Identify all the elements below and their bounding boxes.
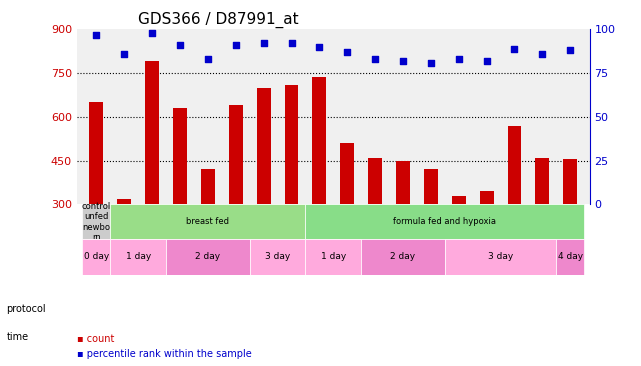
Bar (508, 126, 521, 292)
Bar (452, 196, 466, 292)
Bar (424, 169, 438, 292)
Point (119, 51, 129, 57)
Bar (250, 239, 306, 274)
Text: 0 day: 0 day (84, 253, 109, 261)
Text: time: time (6, 332, 29, 342)
Bar (535, 158, 549, 292)
Point (342, 49, 353, 55)
Point (314, 44, 324, 50)
Point (203, 56, 213, 62)
Text: 2 day: 2 day (390, 253, 415, 261)
Bar (396, 161, 410, 292)
Text: 3 day: 3 day (265, 253, 290, 261)
Text: 1 day: 1 day (320, 253, 346, 261)
Point (147, 30, 157, 36)
Bar (563, 159, 577, 292)
Bar (479, 191, 494, 292)
Bar (83, 205, 110, 239)
Bar (368, 158, 382, 292)
Bar (166, 239, 250, 274)
Bar (229, 105, 243, 292)
Bar (340, 143, 354, 292)
Bar (110, 239, 166, 274)
Point (175, 42, 185, 48)
Text: GDS366 / D87991_at: GDS366 / D87991_at (138, 12, 299, 28)
Point (370, 56, 380, 62)
Text: control
unfed
newbo
rn: control unfed newbo rn (82, 202, 111, 242)
Point (258, 40, 269, 46)
Text: 2 day: 2 day (196, 253, 221, 261)
Text: 3 day: 3 day (488, 253, 513, 261)
Point (231, 42, 241, 48)
Bar (312, 78, 326, 292)
Bar (90, 102, 103, 292)
Bar (146, 61, 159, 292)
Text: ▪ percentile rank within the sample: ▪ percentile rank within the sample (77, 349, 252, 359)
Bar (117, 199, 131, 292)
Text: ▪ count: ▪ count (77, 334, 114, 344)
Point (537, 51, 547, 57)
Point (481, 58, 492, 64)
Point (398, 58, 408, 64)
Bar (306, 205, 584, 239)
Bar (306, 239, 361, 274)
Point (287, 40, 297, 46)
Bar (445, 239, 556, 274)
Point (454, 56, 464, 62)
Text: breast fed: breast fed (187, 217, 229, 227)
Bar (110, 205, 306, 239)
Point (565, 47, 576, 53)
Bar (285, 85, 299, 292)
Point (91, 31, 101, 37)
Text: formula fed and hypoxia: formula fed and hypoxia (394, 217, 496, 227)
Bar (201, 169, 215, 292)
Text: 4 day: 4 day (558, 253, 583, 261)
Bar (83, 239, 110, 274)
Bar (556, 239, 584, 274)
Bar (173, 108, 187, 292)
Bar (361, 239, 445, 274)
Point (510, 46, 520, 52)
Text: protocol: protocol (6, 304, 46, 314)
Text: 1 day: 1 day (126, 253, 151, 261)
Point (426, 60, 436, 66)
Bar (256, 88, 271, 292)
